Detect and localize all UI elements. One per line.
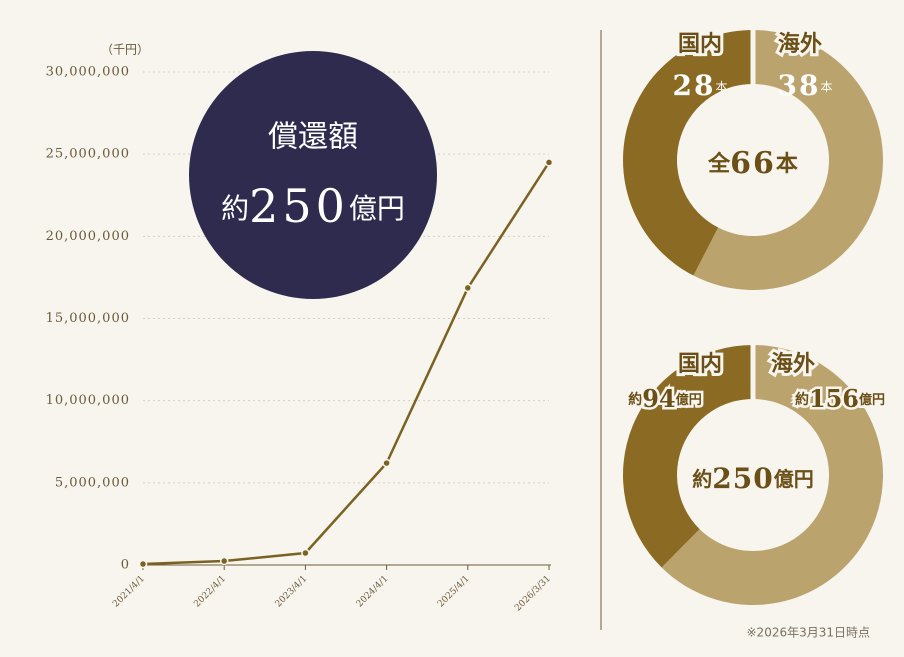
total-prefix: 約	[692, 467, 712, 491]
data-point	[138, 559, 148, 569]
annotation-prefix: 約	[221, 192, 249, 225]
annotation-value: 約250億円	[221, 179, 405, 233]
value-prefix: 約	[628, 391, 642, 408]
value-label: 約94億円	[628, 384, 701, 413]
value-unit: 本	[820, 80, 832, 94]
data-point	[463, 283, 473, 293]
total-number: 250	[712, 462, 773, 495]
value-label: 約156億円	[795, 384, 885, 413]
total-unit: 本	[776, 152, 798, 177]
value-number: 38	[778, 69, 821, 102]
total-number: 66	[730, 146, 776, 181]
total-label: 約250億円	[692, 462, 813, 495]
y-tick-label: 5,000,000	[55, 475, 130, 490]
data-point	[544, 158, 554, 167]
value-unit: 本	[715, 80, 727, 94]
legend-label: 海外	[771, 351, 815, 377]
legend-label: 国内	[678, 352, 722, 377]
annotation-circle	[189, 51, 437, 299]
data-line	[142, 161, 551, 566]
total-prefix: 全	[707, 151, 731, 177]
annotation-number: 250	[249, 179, 349, 233]
value-unit: 億円	[859, 392, 885, 408]
y-tick-label: 0	[121, 558, 130, 573]
total-unit: 億円	[774, 467, 814, 491]
value-number: 156	[809, 384, 859, 413]
y-tick-label: 25,000,000	[46, 147, 130, 162]
value-number: 28	[673, 69, 716, 102]
legend-label: 国内	[678, 32, 722, 57]
value-number: 94	[642, 384, 675, 413]
annotation-title: 償還額	[268, 120, 358, 155]
data-point	[301, 548, 310, 558]
data-point	[382, 458, 391, 468]
y-unit: （千円）	[101, 43, 149, 57]
data-point	[219, 556, 229, 566]
y-tick-label: 20,000,000	[46, 229, 130, 244]
value-label: 28本	[673, 69, 728, 102]
pie-slice	[623, 345, 753, 568]
pie-slice	[693, 30, 883, 290]
value-label: 38本	[778, 69, 833, 102]
y-tick-label: 15,000,000	[46, 311, 130, 326]
pie-slice	[661, 345, 883, 606]
legend-label: 海外	[778, 31, 822, 57]
total-label: 全66本	[707, 146, 798, 181]
annotation-unit: 億円	[349, 192, 405, 225]
value-prefix: 約	[795, 391, 809, 408]
footnote: ※2026年3月31日時点	[747, 626, 871, 640]
value-unit: 億円	[676, 392, 702, 408]
pie-slice	[622, 30, 753, 276]
y-tick-label: 10,000,000	[46, 393, 130, 408]
y-tick-label: 30,000,000	[46, 65, 130, 80]
